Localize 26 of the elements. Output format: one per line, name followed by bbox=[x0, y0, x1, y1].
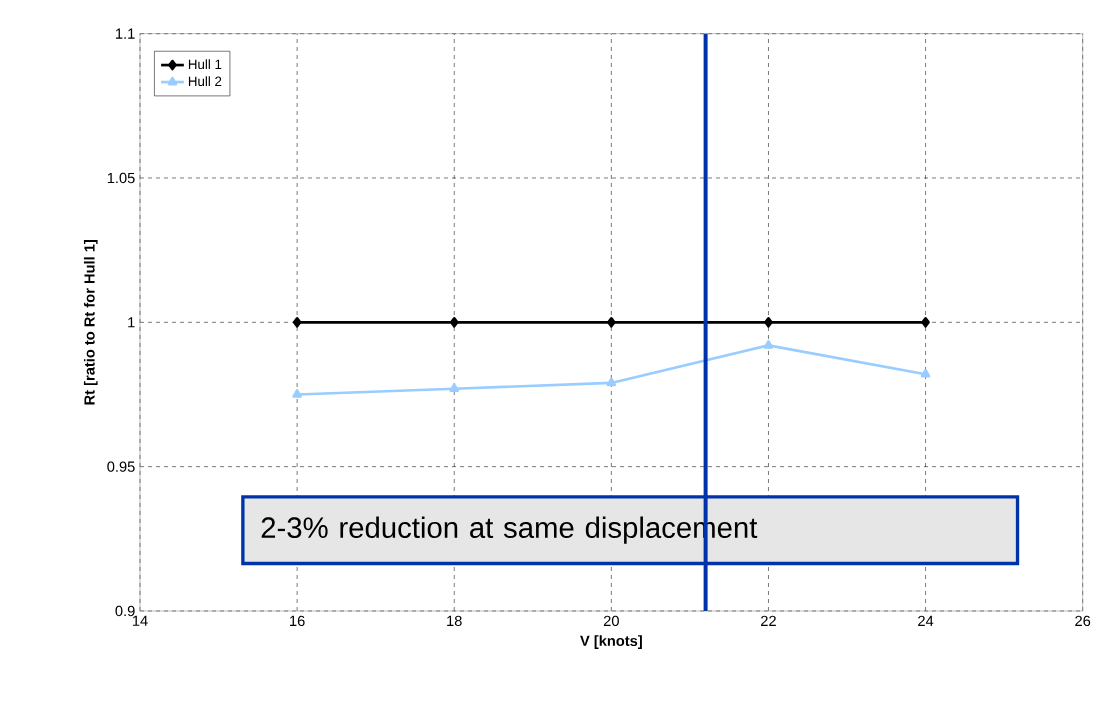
point bbox=[606, 377, 617, 387]
point bbox=[607, 316, 616, 328]
y-tick-label: 1 bbox=[128, 317, 135, 328]
point bbox=[921, 316, 930, 328]
y-tick-label: 1.1 bbox=[116, 28, 135, 39]
legend-label: Hull 2 bbox=[188, 76, 222, 87]
point bbox=[292, 389, 302, 398]
y-tick-label: 0.95 bbox=[107, 461, 135, 472]
point bbox=[449, 383, 460, 393]
point bbox=[920, 368, 931, 378]
point bbox=[449, 316, 459, 328]
point bbox=[763, 340, 774, 349]
x-tick-label: 22 bbox=[761, 615, 776, 626]
x-tick-label: 20 bbox=[603, 615, 619, 627]
x-tick-label: 14 bbox=[132, 615, 148, 626]
y-tick-label: 1.05 bbox=[107, 172, 135, 184]
x-tick-label: 18 bbox=[447, 615, 462, 627]
point bbox=[292, 316, 302, 328]
point bbox=[764, 316, 773, 328]
x-tick-label: 26 bbox=[1075, 615, 1091, 627]
x-tick-label: 16 bbox=[290, 615, 305, 627]
legend-label: Hull 1 bbox=[188, 59, 222, 70]
y-tick-label: 0.9 bbox=[115, 605, 135, 617]
y-axis-title: Rt [ratio to Rt for Hull 1] bbox=[83, 240, 98, 405]
x-tick-label: 24 bbox=[918, 615, 934, 626]
x-axis-title: V [knots] bbox=[580, 635, 642, 649]
